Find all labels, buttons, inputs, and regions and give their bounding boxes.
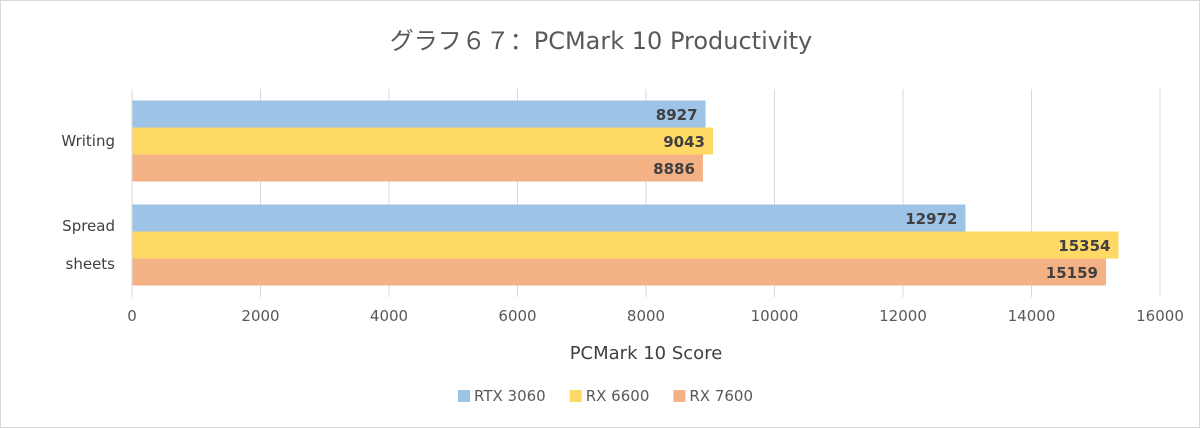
data-label: 9043 (663, 133, 705, 151)
category-label: Writing (61, 132, 115, 150)
data-label: 12972 (905, 210, 957, 228)
x-tick-label: 16000 (1136, 307, 1184, 325)
category-labels: Writing Spread sheets (61, 132, 115, 273)
x-tick-labels: 0 2000 4000 6000 8000 10000 12000 14000 16000 (127, 307, 1184, 325)
data-label: 15159 (1046, 264, 1098, 282)
bar (132, 127, 714, 155)
bar (132, 231, 1119, 259)
data-label: 8886 (653, 160, 695, 178)
x-tick-label: 12000 (879, 307, 927, 325)
x-tick-label: 2000 (241, 307, 279, 325)
legend-label: RTX 3060 (474, 387, 546, 405)
category-label: Spread (62, 217, 115, 235)
data-label: 8927 (656, 106, 698, 124)
x-tick-label: 8000 (627, 307, 665, 325)
legend-swatch (673, 390, 686, 402)
bar (132, 258, 1106, 286)
bar (132, 204, 966, 232)
x-tick-label: 14000 (1008, 307, 1056, 325)
legend-swatch (569, 390, 582, 402)
legend-label: RX 6600 (586, 387, 650, 405)
bar (132, 100, 706, 128)
x-tick-label: 0 (127, 307, 137, 325)
legend-swatch (458, 390, 470, 402)
bars: 8927 9043 8886 12972 15354 15159 (132, 100, 1119, 286)
category-label: sheets (66, 255, 116, 273)
bar (132, 154, 703, 182)
legend-label: RX 7600 (689, 387, 753, 405)
x-tick-label: 6000 (498, 307, 536, 325)
chart-title: グラフ６７：PCMark 10 Productivity (390, 27, 812, 55)
legend: RTX 3060 RX 6600 RX 7600 (458, 387, 753, 405)
x-axis-label: PCMark 10 Score (570, 343, 723, 364)
x-tick-label: 10000 (751, 307, 799, 325)
x-tick-label: 4000 (370, 307, 408, 325)
data-label: 15354 (1058, 237, 1110, 255)
